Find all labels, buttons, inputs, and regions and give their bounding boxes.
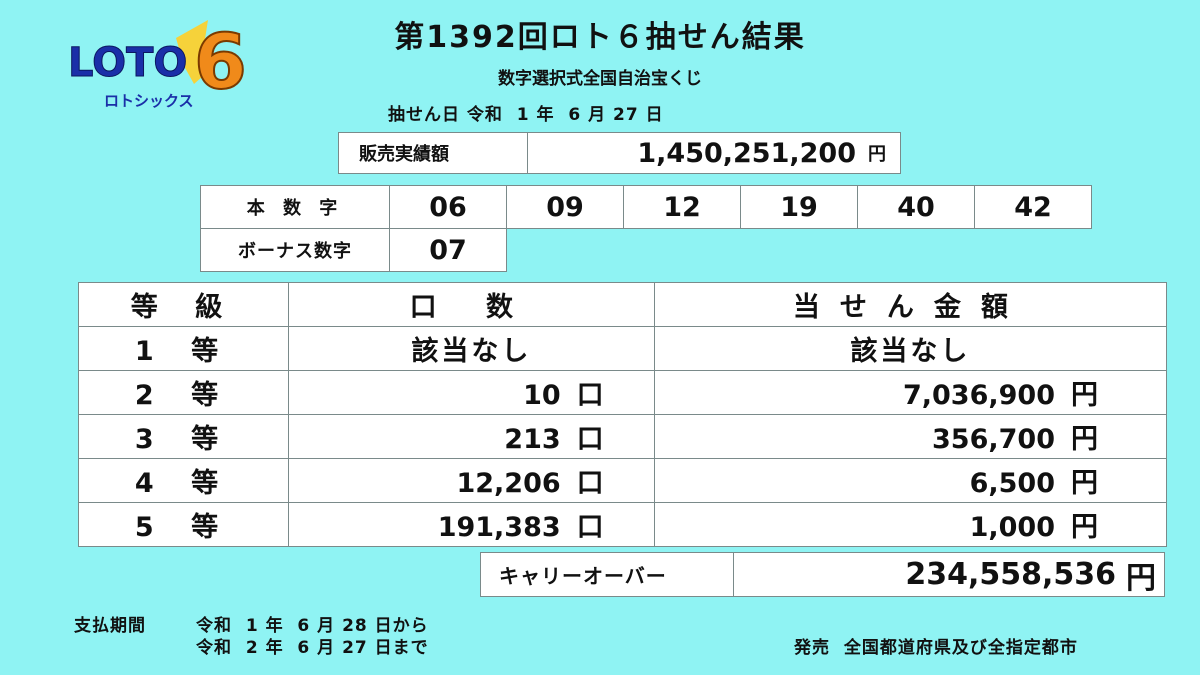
logo-number: 6: [194, 17, 247, 106]
carryover-value: 234,558,536: [905, 557, 1116, 592]
sales-label: 販売実績額: [338, 132, 528, 174]
main-number-2: 09: [506, 185, 624, 229]
header-winners: 口 数: [288, 282, 655, 327]
amount-cell: 356,700 円: [653, 414, 1168, 459]
bonus-number: 07: [389, 228, 507, 272]
winners-cell: 12,206 口: [288, 458, 655, 503]
sales-unit: 円: [868, 144, 886, 165]
prize-table: 等 級 口 数 当せん金額 1 等 該当なし 該当なし 2 等 10 口 7,03…: [77, 282, 1168, 547]
main-number-3: 12: [623, 185, 741, 229]
loto6-logo: LOTO 6 ロトシックス: [68, 14, 268, 114]
page-title: 第1392回ロト６抽せん結果: [394, 20, 806, 55]
amount-value: 6,500: [969, 468, 1055, 499]
amount-unit: 円: [1071, 380, 1098, 411]
winners-value: 10: [523, 380, 561, 411]
winners-value: 191,383: [437, 512, 561, 543]
carryover-amount: 234,558,536 円: [733, 552, 1165, 597]
draw-date: 抽せん日 令和 1 年 6 月 27 日: [388, 105, 664, 125]
payment-period-to: 令和 2 年 6 月 27 日まで: [196, 638, 429, 658]
winners-value: 該当なし: [411, 336, 532, 367]
table-row: 5 等 191,383 口 1,000 円: [77, 502, 1168, 547]
grade-cell: 2 等: [77, 370, 290, 415]
winners-unit: 口: [576, 468, 604, 499]
amount-unit: 円: [1071, 424, 1098, 455]
amount-value: 該当なし: [850, 336, 971, 367]
winners-unit: 口: [576, 424, 604, 455]
bonus-label: ボーナス数字: [200, 228, 390, 272]
main-number-5: 40: [857, 185, 975, 229]
carryover-label: キャリーオーバー: [480, 552, 734, 597]
logo-text: LOTO: [68, 40, 187, 86]
table-row: 3 等 213 口 356,700 円: [77, 414, 1168, 459]
grade-cell: 4 等: [77, 458, 290, 503]
table-row: 2 等 10 口 7,036,900 円: [77, 370, 1168, 415]
grade-cell: 5 等: [77, 502, 290, 547]
amount-unit: 円: [1071, 468, 1098, 499]
amount-value: 7,036,900: [902, 380, 1055, 411]
main-number-1: 06: [389, 185, 507, 229]
table-header-row: 等 級 口 数 当せん金額: [77, 282, 1168, 327]
header-amount: 当せん金額: [653, 282, 1168, 327]
main-number-6: 42: [974, 185, 1092, 229]
table-row: 1 等 該当なし 該当なし: [77, 326, 1168, 371]
amount-cell: 6,500 円: [653, 458, 1168, 503]
amount-cell: 1,000 円: [653, 502, 1168, 547]
main-numbers-label: 本 数 字: [200, 185, 390, 229]
winners-unit: 口: [576, 512, 604, 543]
sales-value: 1,450,251,200: [637, 137, 856, 169]
grade-cell: 1 等: [77, 326, 290, 371]
amount-cell: 7,036,900 円: [653, 370, 1168, 415]
grade-cell: 3 等: [77, 414, 290, 459]
carryover-unit: 円: [1126, 560, 1156, 596]
winners-cell: 213 口: [288, 414, 655, 459]
payment-period-from: 令和 1 年 6 月 28 日から: [196, 616, 429, 636]
page-subtitle: 数字選択式全国自治宝くじ: [498, 69, 702, 89]
amount-cell: 該当なし: [653, 326, 1168, 371]
amount-value: 356,700: [932, 424, 1055, 455]
amount-unit: 円: [1071, 512, 1098, 543]
table-row: 4 等 12,206 口 6,500 円: [77, 458, 1168, 503]
winners-value: 213: [504, 424, 561, 455]
winners-unit: 口: [576, 380, 604, 411]
main-number-4: 19: [740, 185, 858, 229]
sales-amount: 1,450,251,200 円: [527, 132, 901, 174]
winners-cell: 10 口: [288, 370, 655, 415]
logo-kana: ロトシックス: [104, 92, 194, 110]
winners-cell: 191,383 口: [288, 502, 655, 547]
winners-value: 12,206: [456, 468, 561, 499]
winners-cell: 該当なし: [288, 326, 655, 371]
issuer-text: 発売 全国都道府県及び全指定都市: [794, 638, 1078, 658]
amount-value: 1,000: [969, 512, 1055, 543]
header-grade: 等 級: [77, 282, 290, 327]
payment-period-label: 支払期間: [74, 616, 146, 636]
